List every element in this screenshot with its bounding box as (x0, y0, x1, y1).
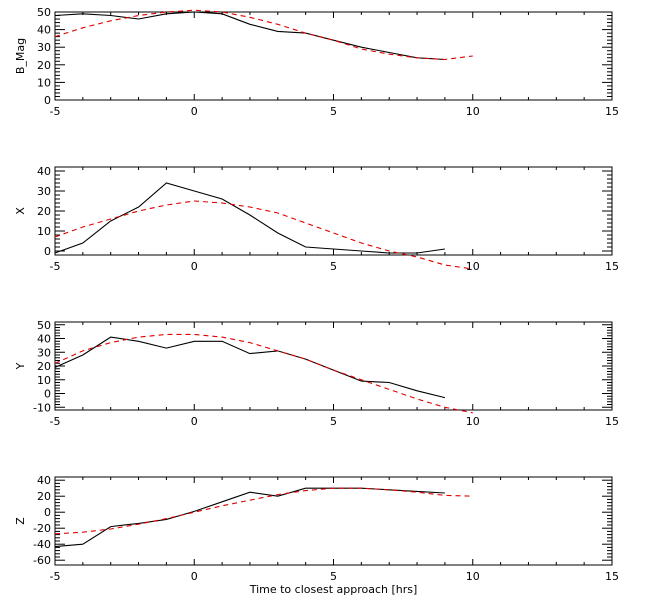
observed-series-line (54, 182, 445, 254)
x-tick-label: 5 (330, 105, 337, 118)
observed-series-line (54, 336, 446, 399)
y-axis-label: Y (14, 362, 27, 370)
y-tick-label: -10 (33, 401, 51, 414)
y-tick-label: 20 (37, 205, 51, 218)
y-tick-label: 10 (37, 374, 51, 387)
x-tick-label: 15 (605, 570, 619, 583)
y-tick-label: 0 (44, 94, 51, 107)
y-axis-label: Z (14, 517, 27, 525)
x-tick-label: 10 (466, 415, 480, 428)
model-series-line (54, 9, 473, 61)
y-tick-label: -40 (33, 538, 51, 551)
y-tick-label: 20 (37, 360, 51, 373)
plot-frame (54, 321, 613, 411)
y-tick-label: 30 (37, 346, 51, 359)
model-series-line (54, 333, 473, 414)
y-tick-label: 40 (37, 474, 51, 487)
x-axis-label: Time to closest approach [hrs] (249, 583, 418, 596)
x-tick-label: 0 (191, 105, 198, 118)
chart-panel-4: -5 0 5 10 15 -60 -40 -20 0 20 40 Z Time to closest a… (14, 474, 619, 596)
x-tick-label: 0 (191, 260, 198, 273)
x-tick-label: 5 (330, 415, 337, 428)
x-tick-label: 0 (191, 570, 198, 583)
x-tick-label: 15 (605, 415, 619, 428)
observed-series-line (54, 11, 445, 61)
x-tick-label: 10 (466, 570, 480, 583)
model-series-line (54, 200, 473, 270)
y-tick-label: 30 (37, 41, 51, 54)
y-tick-label: 10 (37, 76, 51, 89)
y-axis-label: X (14, 207, 27, 215)
plot-frame (54, 166, 613, 256)
y-tick-label: 0 (44, 506, 51, 519)
model-series-line (54, 487, 473, 535)
y-tick-label: -60 (33, 554, 51, 567)
x-tick-label: -5 (50, 105, 61, 118)
x-tick-label: -5 (50, 260, 61, 273)
y-tick-label: 10 (37, 225, 51, 238)
x-tick-label: 15 (605, 105, 619, 118)
y-tick-label: 0 (44, 245, 51, 258)
plot-frame (54, 476, 613, 566)
y-tick-label: 30 (37, 185, 51, 198)
y-tick-label: -20 (33, 522, 51, 535)
y-axis-label: B_Mag (14, 38, 27, 74)
x-tick-label: 5 (330, 570, 337, 583)
x-tick-label: 10 (466, 260, 480, 273)
x-tick-label: 0 (191, 415, 198, 428)
chart-panel-2: -5 0 5 10 15 0 10 20 30 40 X (14, 165, 619, 273)
observed-series-line (54, 487, 445, 548)
y-tick-label: 0 (44, 388, 51, 401)
x-tick-label: 15 (605, 260, 619, 273)
y-tick-label: 40 (37, 165, 51, 178)
y-tick-label: 20 (37, 59, 51, 72)
y-tick-label: 50 (37, 319, 51, 332)
x-tick-label: -5 (50, 570, 61, 583)
y-tick-label: 50 (37, 6, 51, 19)
x-tick-label: 10 (466, 105, 480, 118)
y-tick-label: 40 (37, 24, 51, 37)
x-tick-label: -5 (50, 415, 61, 428)
x-tick-label: 5 (330, 260, 337, 273)
y-tick-label: 40 (37, 333, 51, 346)
y-tick-label: 20 (37, 490, 51, 503)
plot-frame (54, 11, 613, 101)
